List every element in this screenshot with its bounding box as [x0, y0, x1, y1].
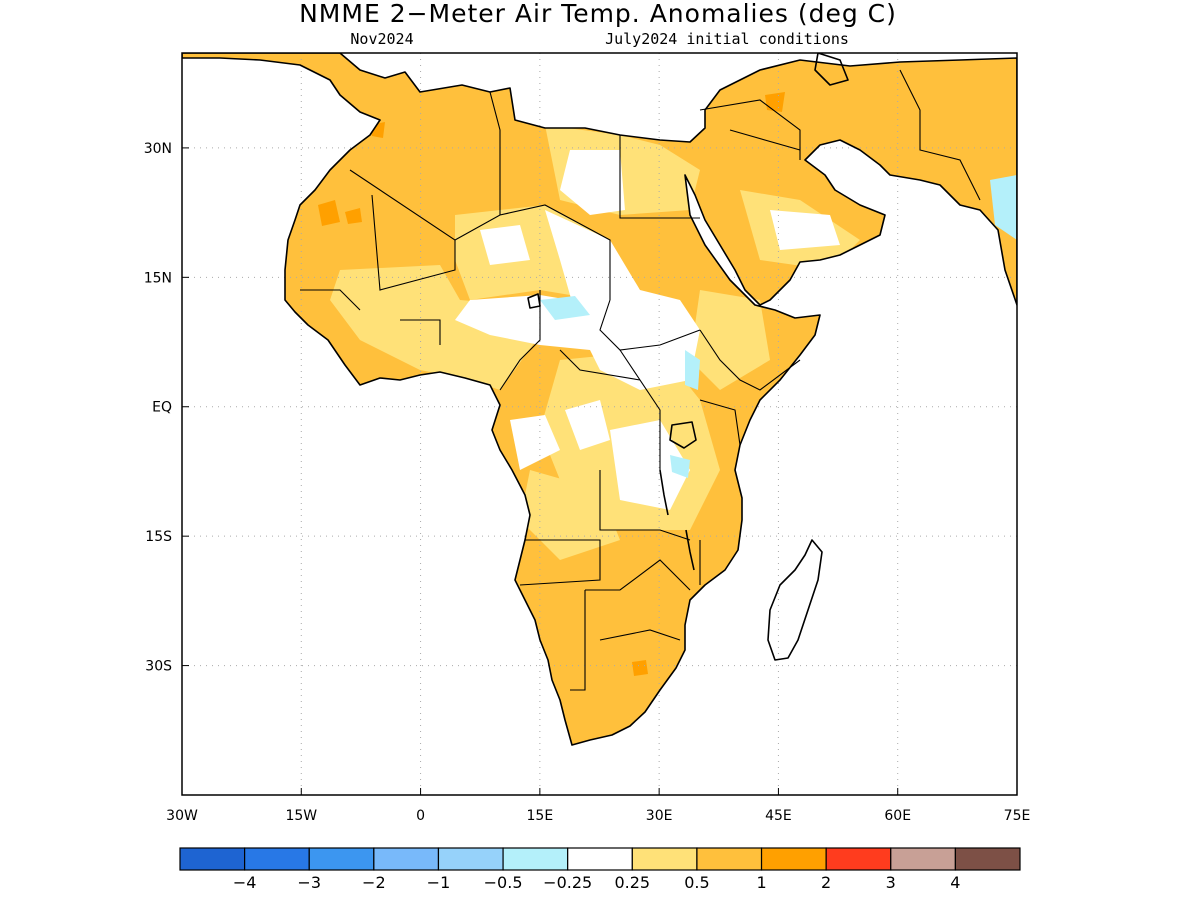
lon-tick-label: 30E — [646, 808, 673, 824]
colorbar-swatch — [696, 847, 763, 871]
colorbar-label: −3 — [297, 873, 321, 892]
lon-tick-label: 0 — [416, 808, 425, 824]
africa-eurasia-landmass — [182, 53, 1017, 746]
country-borders — [300, 69, 981, 691]
colorbar-label: −4 — [233, 873, 257, 892]
lake-malawi — [685, 529, 695, 571]
colorbar-swatch — [631, 847, 698, 871]
target-month-label: Nov2024 — [350, 30, 413, 48]
lon-tick-label: 45E — [765, 808, 792, 824]
lat-tick-label: 30N — [144, 141, 172, 157]
colorbar-swatch — [244, 847, 310, 871]
gridlines — [182, 53, 1017, 795]
lon-tick-label: 60E — [884, 808, 911, 824]
caspian-sea — [814, 53, 849, 86]
colorbar-label: 3 — [886, 873, 896, 892]
lake-victoria — [669, 421, 697, 449]
colorbar-swatch — [890, 847, 956, 871]
colorbar-label: −2 — [362, 873, 386, 892]
colorbar-swatch — [825, 847, 892, 871]
coastlines — [182, 53, 1017, 746]
initial-conditions-label: July2024 initial conditions — [605, 30, 849, 48]
latitude-axis: 30N 15N EQ 15S 30S — [144, 141, 189, 675]
lat-tick-label: 30S — [145, 659, 172, 675]
lon-tick-label: 75E — [1004, 808, 1031, 824]
colorbar-swatch — [567, 847, 633, 871]
colorbar-label: −0.25 — [543, 873, 592, 892]
lat-tick-label: EQ — [152, 400, 172, 416]
lake-tanganyika — [659, 469, 669, 516]
map-frame — [181, 52, 1018, 796]
chart-title: NMME 2−Meter Air Temp. Anomalies (deg C) — [299, 0, 897, 28]
colorbar-label: 0.25 — [614, 873, 650, 892]
colorbar-swatch — [502, 847, 569, 871]
lon-tick-label: 15E — [527, 808, 554, 824]
longitude-axis: 30W 15W 0 15E 30E 45E 60E 75E — [166, 788, 1030, 824]
colorbar-label: 2 — [821, 873, 831, 892]
colorbar-label: 1 — [756, 873, 766, 892]
madagascar-outline — [767, 539, 823, 661]
lon-tick-label: 30W — [166, 808, 198, 824]
colorbar-label: 4 — [950, 873, 960, 892]
colorbar-label: 0.5 — [684, 873, 709, 892]
colorbar-label: −0.5 — [484, 873, 523, 892]
colorbar: −4 −3 −2 −1 −0.5 −0.25 0.25 0.5 1 2 3 4 — [179, 847, 1021, 892]
lat-tick-label: 15S — [145, 529, 172, 545]
colorbar-label: −1 — [427, 873, 451, 892]
lat-tick-label: 15N — [144, 270, 172, 286]
lon-tick-label: 15W — [285, 808, 317, 824]
map-area — [182, 53, 1017, 795]
colorbar-swatch — [179, 847, 246, 871]
colorbar-swatch — [760, 847, 827, 871]
colorbar-swatch — [308, 847, 375, 871]
colorbar-swatch — [437, 847, 504, 871]
colorbar-swatch — [954, 847, 1021, 871]
colorbar-swatch — [373, 847, 440, 871]
